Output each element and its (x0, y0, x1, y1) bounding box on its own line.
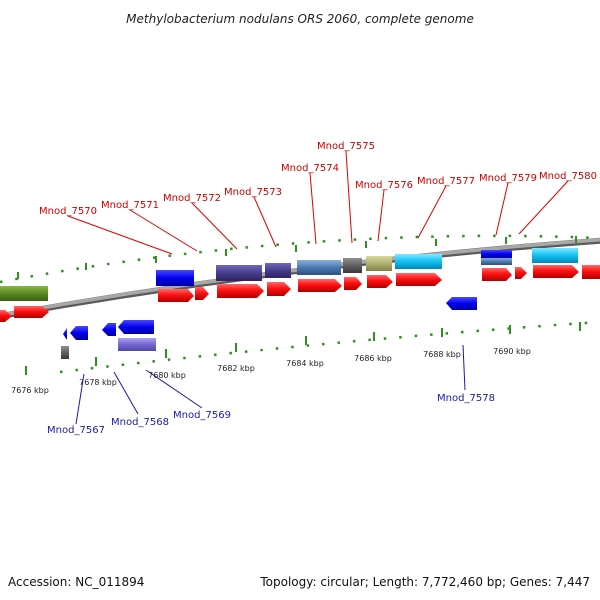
gene-label[interactable]: Mnod_7576 (355, 180, 413, 191)
gene-label[interactable]: Mnod_7579 (479, 173, 537, 184)
gene-feature[interactable] (366, 256, 392, 271)
scale-label: 7676 kbp (11, 386, 49, 395)
gene-label[interactable]: Mnod_7580 (539, 171, 597, 182)
gene-feature[interactable] (156, 270, 194, 286)
gene-feature[interactable] (216, 265, 262, 281)
scale-label: 7684 kbp (286, 359, 324, 368)
cds-arrow[interactable] (482, 268, 512, 281)
gene-feature[interactable] (532, 248, 578, 263)
scale-label: 7686 kbp (354, 354, 392, 363)
gene-feature[interactable] (0, 286, 48, 301)
cds-arrow[interactable] (14, 306, 49, 318)
topology-text: Topology: circular; Length: 7,772,460 bp… (259, 575, 590, 589)
top-leader-lines (67, 150, 569, 255)
gene-label[interactable]: Mnod_7573 (224, 187, 282, 198)
cds-arrow-reverse[interactable] (446, 297, 477, 310)
cds-arrow[interactable] (195, 287, 209, 300)
cds-arrow[interactable] (515, 267, 527, 279)
gene-feature[interactable] (297, 260, 341, 275)
gene-label[interactable]: Mnod_7567 (47, 425, 105, 436)
feature-row-outer (0, 248, 578, 301)
cds-arrow-reverse[interactable] (63, 328, 67, 340)
gene-feature[interactable] (481, 250, 512, 258)
cds-row-reverse (61, 297, 477, 359)
gene-feature[interactable] (343, 258, 362, 273)
cds-arrow[interactable] (0, 310, 12, 322)
bottom-leader-lines (75, 344, 466, 425)
cds-arrow-reverse[interactable] (118, 320, 154, 334)
gene-feature[interactable] (395, 254, 442, 269)
cds-arrow[interactable] (158, 289, 194, 302)
scale-label: 7682 kbp (217, 364, 255, 373)
cds-arrow[interactable] (367, 275, 393, 288)
top-scale-ticks (17, 236, 577, 279)
gene-label[interactable]: Mnod_7571 (101, 200, 159, 211)
scale-label: 7678 kbp (79, 378, 117, 387)
map-title: Methylobacterium nodulans ORS 2060, comp… (126, 12, 474, 26)
cds-arrow-reverse[interactable] (70, 326, 88, 340)
gene-feature[interactable] (481, 258, 512, 265)
gene-label[interactable]: Mnod_7568 (111, 417, 169, 428)
accession-text: Accession: NC_011894 (8, 575, 144, 589)
scale-label: 7690 kbp (493, 347, 531, 356)
cds-row-forward (0, 265, 600, 322)
gene-label[interactable]: Mnod_7574 (281, 163, 339, 174)
gene-feature[interactable] (61, 346, 69, 359)
cds-arrow[interactable] (533, 265, 579, 278)
scale-label: 7688 kbp (423, 350, 461, 359)
gene-label[interactable]: Mnod_7572 (163, 193, 221, 204)
bottom-scale-dots (59, 320, 600, 374)
cds-arrow[interactable] (344, 277, 362, 290)
cds-arrow[interactable] (396, 273, 442, 286)
gene-label[interactable]: Mnod_7569 (173, 410, 231, 421)
bottom-scale-ticks (25, 322, 581, 375)
gene-label[interactable]: Mnod_7577 (417, 176, 475, 187)
gene-feature[interactable] (265, 263, 291, 278)
scale-label: 7680 kbp (148, 371, 186, 380)
gene-label[interactable]: Mnod_7570 (39, 206, 97, 217)
cds-arrow[interactable] (298, 279, 342, 292)
cds-arrow-reverse[interactable] (102, 323, 116, 336)
gene-feature[interactable] (118, 338, 156, 351)
cds-arrow[interactable] (217, 284, 264, 298)
gene-label[interactable]: Mnod_7575 (317, 141, 375, 152)
cds-arrow[interactable] (267, 282, 291, 296)
cds-arrow[interactable] (582, 265, 600, 279)
gene-label[interactable]: Mnod_7578 (437, 393, 495, 404)
